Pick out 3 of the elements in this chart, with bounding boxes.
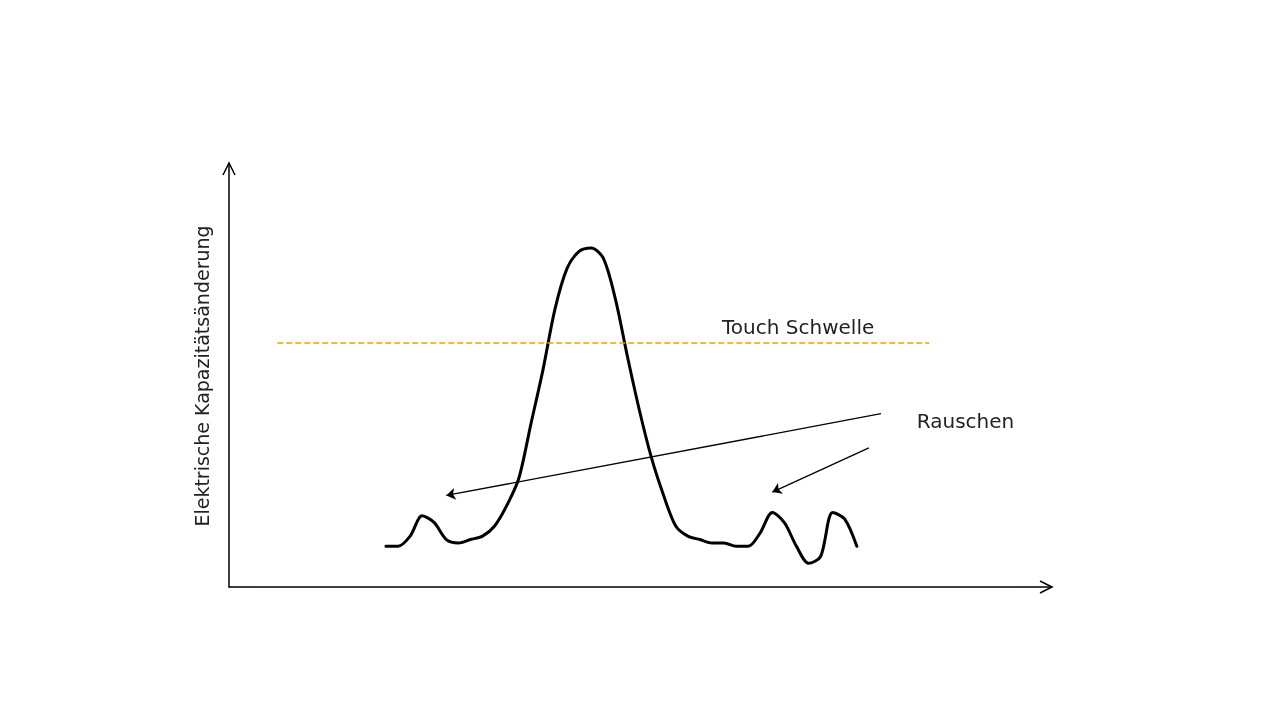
y-axis-title: Elektrische Kapazitätsänderung [190, 225, 213, 527]
ref-line-label: Touch Schwelle [721, 314, 875, 339]
annotation: Rauschen [916, 409, 1015, 434]
